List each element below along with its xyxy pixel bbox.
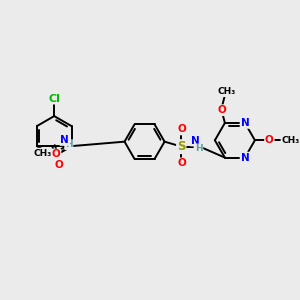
- Text: H: H: [195, 144, 202, 153]
- Text: H: H: [65, 140, 73, 149]
- Text: CH₃: CH₃: [281, 136, 300, 145]
- Text: O: O: [177, 158, 186, 168]
- Text: N: N: [241, 153, 249, 163]
- Text: N: N: [60, 135, 69, 145]
- Text: N: N: [241, 118, 249, 128]
- Text: CH₃: CH₃: [33, 148, 51, 158]
- Text: CH₃: CH₃: [217, 87, 236, 96]
- Text: O: O: [177, 124, 186, 134]
- Text: S: S: [177, 140, 185, 153]
- Text: O: O: [265, 135, 274, 145]
- Text: O: O: [54, 160, 63, 170]
- Text: N: N: [191, 136, 200, 146]
- Text: Cl: Cl: [48, 94, 60, 103]
- Text: O: O: [52, 149, 61, 159]
- Text: O: O: [218, 105, 226, 115]
